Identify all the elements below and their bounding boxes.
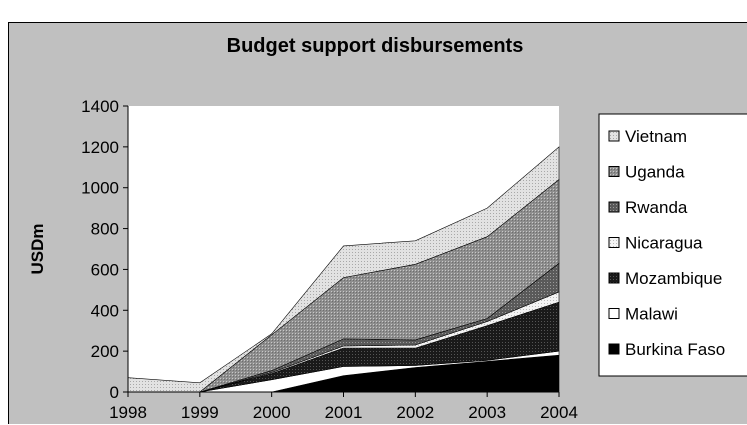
y-tick-label: 600 [91, 260, 119, 279]
legend-swatch [608, 272, 620, 284]
legend-label: Malawi [625, 305, 678, 324]
x-tick-label: 2004 [540, 403, 578, 422]
legend-label: Vietnam [625, 127, 687, 146]
legend-label: Uganda [625, 163, 685, 182]
legend-swatch [608, 201, 620, 213]
y-tick-label: 800 [91, 220, 119, 239]
legend-swatch [608, 308, 620, 319]
legend-swatch [608, 237, 620, 248]
x-tick-label: 2002 [396, 403, 434, 422]
x-axis-ticks: 1998 1999 2000 2001 2002 2003 2004 [109, 392, 578, 422]
legend-label: Nicaragua [625, 234, 703, 253]
x-tick-label: 2003 [468, 403, 506, 422]
y-axis-title: USDm [28, 223, 47, 274]
y-tick-label: 1200 [81, 138, 119, 157]
y-tick-label: 1000 [81, 179, 119, 198]
legend-swatch [608, 343, 620, 355]
y-tick-label: 200 [91, 342, 119, 361]
area-series-vietnam [127, 146, 560, 393]
y-tick-label: 0 [110, 383, 119, 402]
y-tick-label: 1400 [81, 97, 119, 116]
legend-swatch [608, 130, 620, 142]
y-axis-ticks: 0 200 400 600 800 1000 1200 1400 [81, 97, 128, 402]
x-tick-label: 1999 [181, 403, 219, 422]
chart-area: Budget support disbursements 0 200 400 600 8… [8, 22, 747, 424]
chart-svg: Budget support disbursements 0 200 400 600 8… [28, 35, 747, 422]
chart-title: Budget support disbursements [227, 35, 524, 57]
x-tick-label: 1998 [109, 403, 147, 422]
x-tick-label: 2000 [253, 403, 291, 422]
legend-label: Rwanda [625, 198, 688, 217]
legend-label: Burkina Faso [625, 340, 725, 359]
legend: Vietnam Uganda Rwanda Nicaragua Mozambique Ma… [598, 113, 747, 377]
x-tick-label: 2001 [325, 403, 363, 422]
y-tick-label: 400 [91, 301, 119, 320]
area-series-group [127, 146, 560, 393]
legend-box [598, 113, 747, 377]
legend-swatch [608, 166, 620, 177]
legend-label: Mozambique [625, 269, 722, 288]
